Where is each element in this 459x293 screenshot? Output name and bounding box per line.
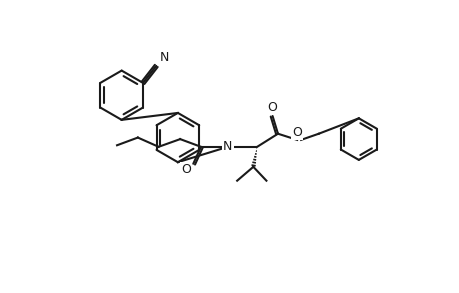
Text: N: N xyxy=(223,140,233,153)
Text: O: O xyxy=(292,126,302,139)
Text: N: N xyxy=(160,51,169,64)
Text: O: O xyxy=(267,101,277,114)
Text: O: O xyxy=(181,163,191,176)
